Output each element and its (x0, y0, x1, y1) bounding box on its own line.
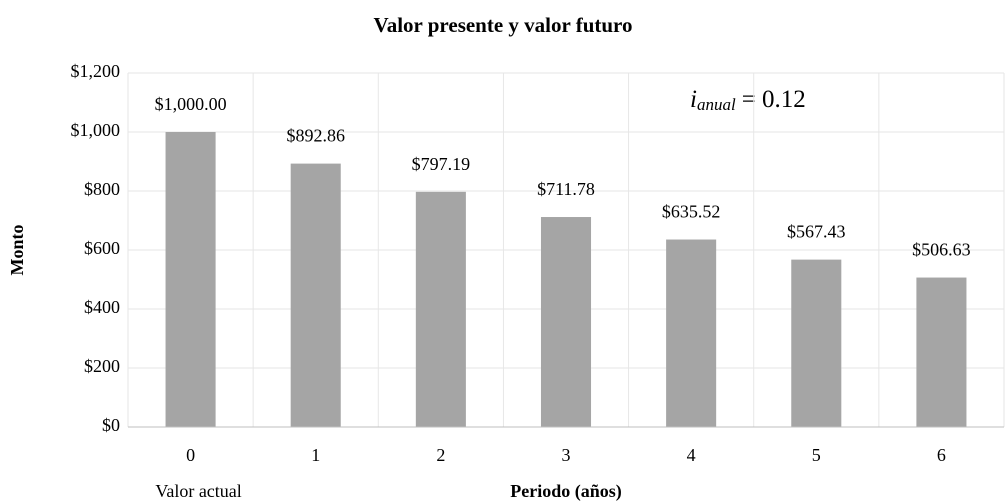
data-label: $711.78 (537, 179, 595, 199)
data-label: $892.86 (286, 126, 345, 146)
bar (540, 217, 592, 427)
x-tick-label: 4 (687, 445, 696, 465)
y-tick-label: $1,000 (71, 120, 121, 140)
data-label: $635.52 (662, 202, 721, 222)
bar (415, 191, 466, 427)
bar (666, 239, 717, 427)
data-label: $797.19 (412, 154, 471, 174)
y-axis-label: Monto (7, 225, 27, 276)
y-tick-label: $800 (84, 179, 120, 199)
chart-title: Valor presente y valor futuro (373, 13, 632, 37)
x-tick-label: 0 (186, 445, 195, 465)
bar (290, 163, 341, 427)
annotation: ianual = 0.12 (690, 86, 806, 114)
y-tick-label: $1,200 (71, 61, 121, 81)
x-tick-label: 2 (436, 445, 445, 465)
y-tick-label: $0 (102, 415, 120, 435)
x-tick-label: 6 (937, 445, 946, 465)
category-subtitle: Valor actual (155, 481, 241, 501)
x-tick-label: 1 (311, 445, 320, 465)
y-tick-label: $200 (84, 356, 120, 376)
annotation-variable: i (690, 86, 697, 113)
annotation-text: = 0.12 (742, 86, 806, 113)
bar (791, 259, 842, 427)
x-axis-label: Periodo (años) (510, 481, 622, 502)
y-tick-label: $400 (84, 297, 120, 317)
bar (916, 277, 967, 427)
annotation-subscript: anual (697, 95, 736, 114)
data-label: $1,000.00 (155, 94, 227, 114)
x-tick-label: 3 (562, 445, 571, 465)
data-label: $567.43 (787, 222, 846, 242)
data-label: $506.63 (912, 240, 971, 260)
bar (165, 132, 216, 427)
y-tick-label: $600 (84, 238, 120, 258)
x-tick-label: 5 (812, 445, 821, 465)
